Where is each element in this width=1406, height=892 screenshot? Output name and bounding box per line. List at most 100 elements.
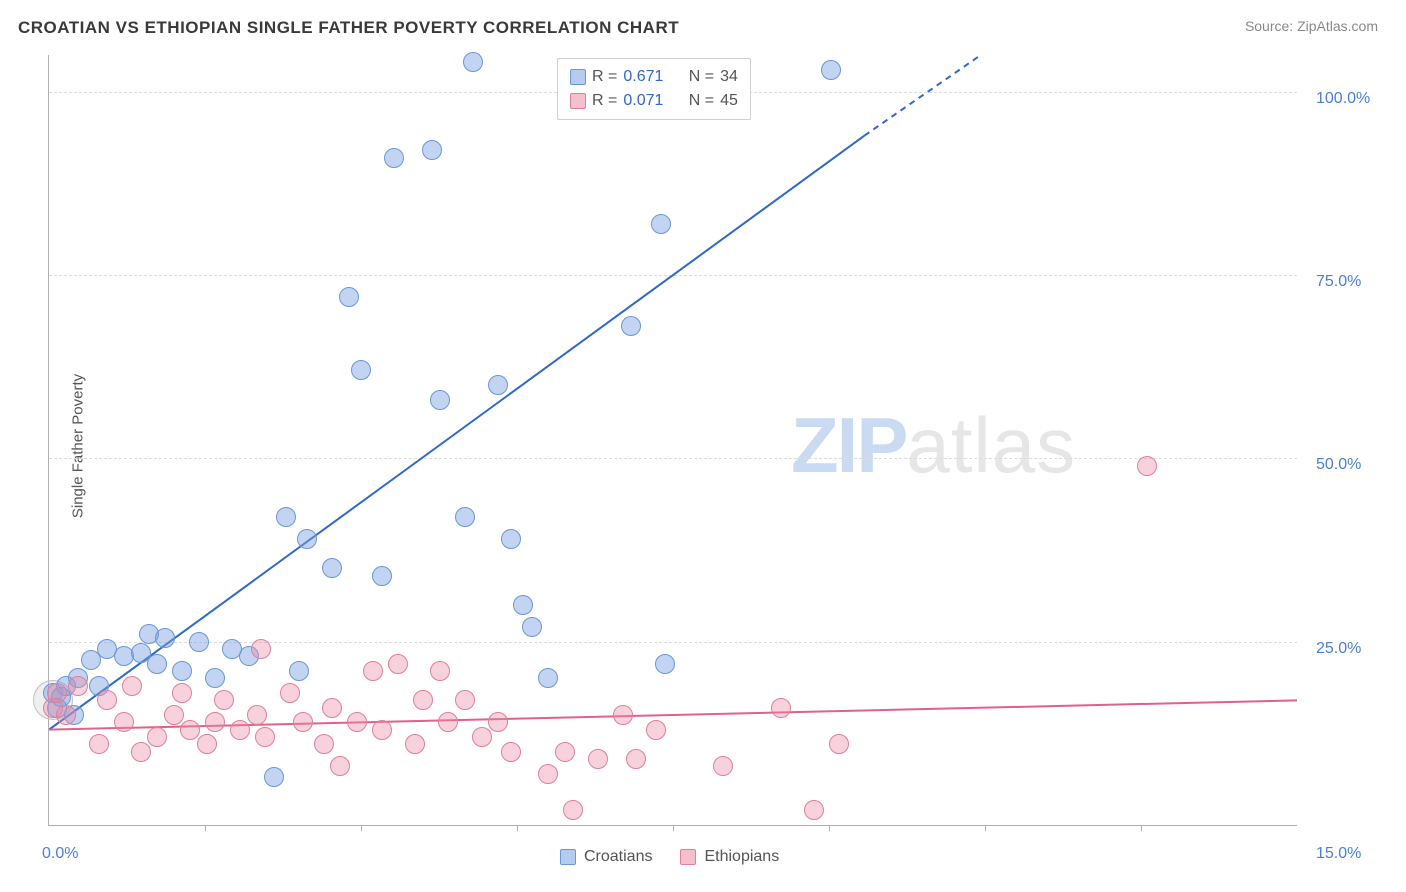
data-point bbox=[276, 507, 296, 527]
data-point bbox=[155, 628, 175, 648]
data-point bbox=[172, 661, 192, 681]
data-point bbox=[122, 676, 142, 696]
data-point bbox=[430, 390, 450, 410]
data-point bbox=[1137, 456, 1157, 476]
data-point bbox=[455, 690, 475, 710]
data-point bbox=[501, 529, 521, 549]
data-point bbox=[205, 668, 225, 688]
data-point bbox=[322, 558, 342, 578]
data-point bbox=[247, 705, 267, 725]
y-tick-label: 100.0% bbox=[1316, 90, 1370, 108]
page-title: CROATIAN VS ETHIOPIAN SINGLE FATHER POVE… bbox=[18, 18, 679, 38]
data-point bbox=[488, 712, 508, 732]
y-tick-label: 50.0% bbox=[1316, 456, 1361, 474]
data-point bbox=[384, 148, 404, 168]
data-point bbox=[330, 756, 350, 776]
data-point bbox=[347, 712, 367, 732]
data-point bbox=[339, 287, 359, 307]
data-point bbox=[522, 617, 542, 637]
legend-item: Croatians bbox=[560, 848, 652, 866]
data-point bbox=[114, 712, 134, 732]
legend-r-value: 0.671 bbox=[623, 65, 663, 89]
x-tick bbox=[829, 825, 830, 831]
data-point bbox=[251, 639, 271, 659]
x-tick bbox=[985, 825, 986, 831]
data-point bbox=[264, 767, 284, 787]
data-point bbox=[655, 654, 675, 674]
y-tick-label: 75.0% bbox=[1316, 273, 1361, 291]
data-point bbox=[501, 742, 521, 762]
data-point bbox=[829, 734, 849, 754]
data-point bbox=[351, 360, 371, 380]
data-point bbox=[147, 654, 167, 674]
legend-label: Ethiopians bbox=[704, 848, 779, 866]
data-point bbox=[588, 749, 608, 769]
data-point bbox=[804, 800, 824, 820]
scatter-plot-area: ZIPatlas bbox=[48, 55, 1297, 826]
series-legend: Croatians Ethiopians bbox=[560, 848, 779, 866]
data-point bbox=[293, 712, 313, 732]
data-point bbox=[47, 683, 67, 703]
data-point bbox=[230, 720, 250, 740]
regression-overlay bbox=[49, 55, 1297, 825]
watermark-text: ZIPatlas bbox=[791, 400, 1076, 491]
data-point bbox=[455, 507, 475, 527]
data-point bbox=[372, 720, 392, 740]
data-point bbox=[314, 734, 334, 754]
data-point bbox=[513, 595, 533, 615]
data-point bbox=[538, 764, 558, 784]
data-point bbox=[463, 52, 483, 72]
legend-label: Croatians bbox=[584, 848, 652, 866]
data-point bbox=[621, 316, 641, 336]
data-point bbox=[180, 720, 200, 740]
y-tick-label: 25.0% bbox=[1316, 640, 1361, 658]
watermark-zip: ZIP bbox=[791, 401, 906, 489]
data-point bbox=[713, 756, 733, 776]
data-point bbox=[422, 140, 442, 160]
data-point bbox=[613, 705, 633, 725]
watermark-atlas: atlas bbox=[906, 401, 1076, 489]
data-point bbox=[255, 727, 275, 747]
legend-r-value: 0.071 bbox=[623, 89, 663, 113]
data-point bbox=[488, 375, 508, 395]
x-tick-label-min: 0.0% bbox=[42, 845, 78, 863]
legend-item: Ethiopians bbox=[680, 848, 779, 866]
data-point bbox=[430, 661, 450, 681]
data-point bbox=[131, 742, 151, 762]
data-point bbox=[438, 712, 458, 732]
data-point bbox=[297, 529, 317, 549]
x-tick bbox=[205, 825, 206, 831]
data-point bbox=[147, 727, 167, 747]
legend-swatch bbox=[560, 849, 576, 865]
legend-n-value: 34 bbox=[720, 65, 738, 89]
legend-swatch bbox=[570, 93, 586, 109]
data-point bbox=[172, 683, 192, 703]
data-point bbox=[405, 734, 425, 754]
data-point bbox=[372, 566, 392, 586]
data-point bbox=[197, 734, 217, 754]
data-point bbox=[771, 698, 791, 718]
legend-row: R = 0.671 N = 34 bbox=[570, 65, 738, 89]
legend-swatch bbox=[680, 849, 696, 865]
data-point bbox=[89, 734, 109, 754]
source-attribution: Source: ZipAtlas.com bbox=[1245, 18, 1378, 34]
data-point bbox=[97, 690, 117, 710]
data-point bbox=[472, 727, 492, 747]
data-point bbox=[538, 668, 558, 688]
data-point bbox=[821, 60, 841, 80]
data-point bbox=[646, 720, 666, 740]
data-point bbox=[322, 698, 342, 718]
gridline bbox=[49, 275, 1297, 276]
legend-n-value: 45 bbox=[720, 89, 738, 113]
data-point bbox=[205, 712, 225, 732]
data-point bbox=[555, 742, 575, 762]
legend-swatch bbox=[570, 69, 586, 85]
data-point bbox=[280, 683, 300, 703]
data-point bbox=[363, 661, 383, 681]
data-point bbox=[626, 749, 646, 769]
data-point bbox=[56, 705, 76, 725]
x-tick bbox=[673, 825, 674, 831]
x-tick bbox=[361, 825, 362, 831]
x-tick bbox=[517, 825, 518, 831]
x-tick bbox=[1141, 825, 1142, 831]
